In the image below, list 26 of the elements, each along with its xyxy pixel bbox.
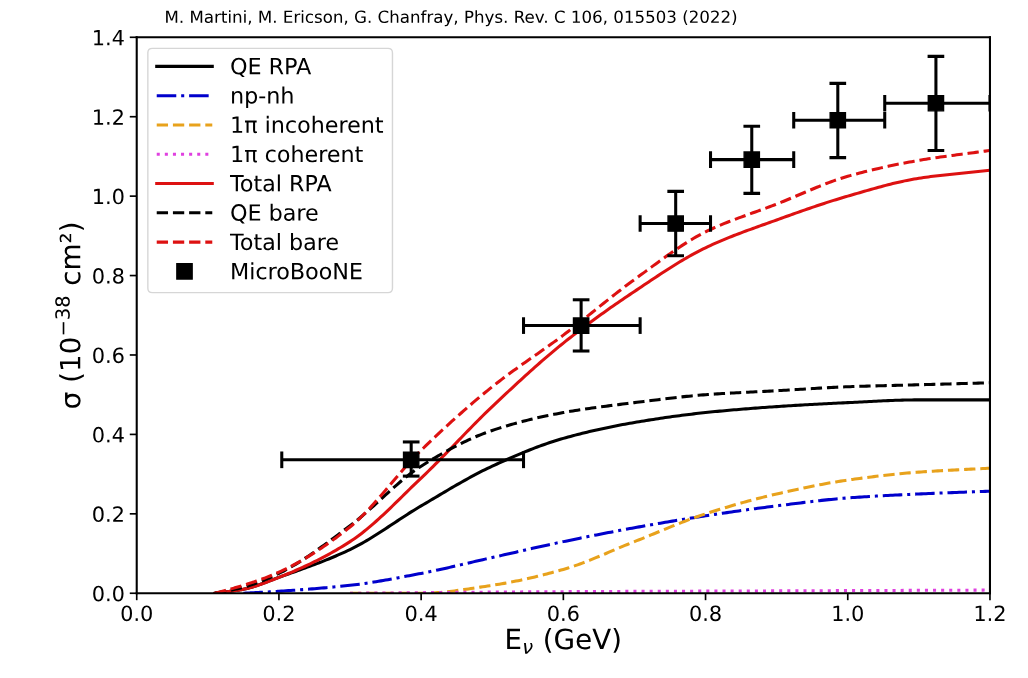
y-tick-label: 0.0 (93, 585, 124, 602)
x-axis-title: E$_{ν}$ (GeV) (507, 627, 620, 654)
x-tick-label: 1.2 (975, 605, 1005, 621)
legend-label: QE RPA (231, 57, 312, 78)
y-tick-label: 0.6 (93, 347, 124, 364)
text: M. Martini, M. Ericson, G. Chanfray, Phys. Rev. C 106, 015503 (2022) (166, 10, 737, 27)
y-tick-label: 0.2 (93, 506, 123, 523)
y-tick-label: 0.8 (93, 268, 124, 284)
x-tick-label: 0.6 (548, 605, 579, 622)
x-tick-label: 1.0 (833, 605, 863, 622)
y-tick-label: 1.0 (94, 188, 124, 205)
y-tick-label: 0.4 (93, 426, 124, 443)
y-axis-title: σ (10$^{−38}$ cm²) (55, 223, 84, 408)
legend-label: 1π coherent (232, 145, 363, 163)
legend-label: Total bare (229, 233, 338, 251)
legend-label: np-nh (232, 86, 293, 109)
x-tick-label: 0.4 (405, 605, 437, 622)
legend-label: Total RPA (229, 174, 332, 192)
x-tick-label: 0.2 (263, 605, 294, 622)
x-tick-label: 0.8 (690, 605, 721, 622)
y-tick-label: 1.2 (94, 109, 123, 125)
x-tick-label: 0.0 (121, 605, 152, 622)
legend-label: MicroBooNE (232, 262, 362, 280)
y-tick-label: 1.4 (94, 30, 124, 46)
legend-label: 1π incoherent (232, 115, 384, 134)
legend-label: QE bare (231, 203, 318, 224)
